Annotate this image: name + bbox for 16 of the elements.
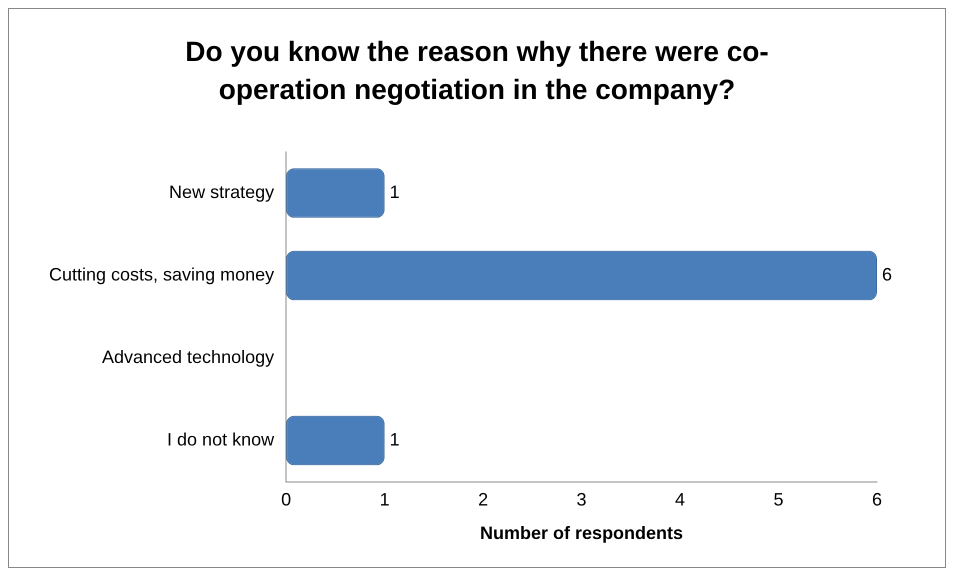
x-tick-label: 2 — [478, 490, 488, 510]
y-tick-label: Advanced technology — [102, 347, 274, 368]
data-label: 1 — [390, 182, 400, 202]
data-label: 1 — [390, 430, 400, 450]
x-tick-label: 1 — [380, 490, 390, 510]
x-axis-title: Number of respondents — [480, 523, 684, 544]
data-label: 6 — [882, 264, 892, 285]
x-tick-label: 4 — [675, 490, 686, 510]
y-tick-label: Cutting costs, saving money — [48, 264, 274, 285]
x-tick-label: 6 — [872, 490, 882, 510]
chart-title: Do you know the reason why there were co-operation negotiation in the company? — [184, 35, 770, 107]
x-tick-label: 3 — [576, 490, 587, 510]
x-tick-label: 0 — [281, 490, 292, 510]
y-tick-label: New strategy — [169, 182, 274, 202]
y-tick-label: I do not know — [167, 430, 276, 450]
x-tick-label: 5 — [774, 490, 784, 510]
